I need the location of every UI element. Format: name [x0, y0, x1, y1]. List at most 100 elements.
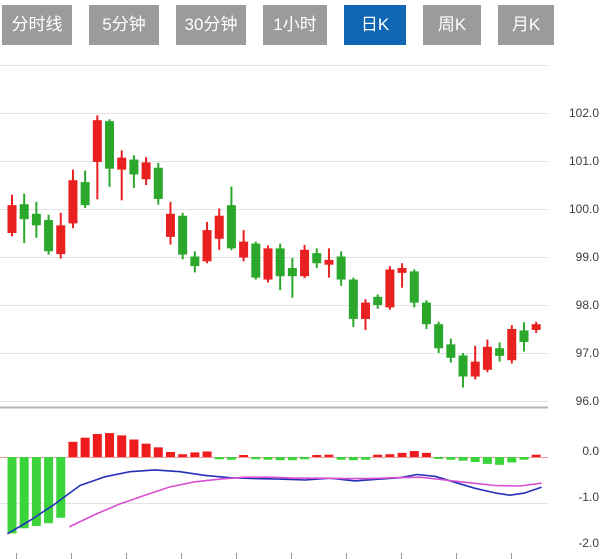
- macd-bar: [153, 447, 163, 457]
- candle-body: [56, 225, 66, 255]
- macd-bar: [470, 457, 480, 463]
- candle-body: [80, 182, 90, 206]
- tab-weekly-k[interactable]: 周K: [423, 5, 481, 45]
- macd-bar: [434, 457, 444, 459]
- price-axis-labels: 102.0 101.0 100.0 99.0 98.0 97.0 96.0: [569, 106, 599, 408]
- candle-body: [336, 256, 346, 280]
- price-tick-label: 100.0: [569, 202, 599, 216]
- macd-bar: [507, 457, 517, 463]
- candle-body: [495, 348, 505, 356]
- candle-body: [348, 279, 358, 319]
- candle-body: [129, 159, 139, 175]
- candle-body: [421, 302, 431, 325]
- macd-bar: [92, 434, 102, 457]
- macd-bar: [202, 451, 212, 457]
- candle-body: [117, 157, 127, 170]
- macd-bar: [385, 454, 395, 457]
- macd-bar: [531, 454, 541, 457]
- macd-bar: [44, 457, 54, 524]
- macd-bar: [397, 452, 407, 457]
- macd-bar: [263, 457, 273, 460]
- tab-monthly-k[interactable]: 月K: [498, 5, 554, 45]
- candle-body: [531, 324, 541, 330]
- candle-body: [226, 205, 236, 249]
- x-axis-ticks: [16, 553, 512, 559]
- macd-dea-line: [69, 476, 542, 528]
- candle-body: [239, 241, 249, 258]
- candle-body: [153, 167, 163, 199]
- macd-bar: [56, 457, 66, 518]
- macd-bar: [373, 454, 383, 457]
- macd-bar: [239, 455, 249, 457]
- macd-bar: [312, 455, 322, 457]
- candle-body: [44, 220, 54, 252]
- candle-body: [92, 120, 102, 162]
- macd-bar: [324, 454, 334, 457]
- macd-bar: [519, 457, 529, 460]
- macd-bar: [141, 443, 151, 457]
- tab-1hour[interactable]: 1小时: [263, 5, 327, 45]
- candle-body: [458, 355, 468, 377]
- candle-body: [397, 268, 407, 273]
- macd-bar: [348, 457, 358, 461]
- candle-body: [324, 259, 334, 265]
- macd-bar: [482, 457, 492, 464]
- macd-bar: [300, 457, 310, 460]
- macd-bar: [19, 457, 29, 529]
- tab-30min[interactable]: 30分钟: [176, 5, 246, 45]
- macd-bar: [68, 441, 78, 457]
- macd-bar: [495, 457, 505, 465]
- price-tick-label: 97.0: [576, 346, 600, 360]
- macd-bar: [275, 457, 285, 461]
- candle-body: [373, 296, 383, 305]
- macd-bar: [7, 457, 17, 534]
- candle-body: [190, 256, 200, 267]
- macd-bar: [214, 457, 224, 460]
- macd-bar: [80, 437, 90, 457]
- candle-body: [141, 162, 151, 180]
- macd-bar: [190, 452, 200, 457]
- price-gridlines: [0, 65, 548, 402]
- macd-bar: [129, 439, 139, 457]
- candle-body: [446, 344, 456, 358]
- candle-body: [214, 215, 224, 239]
- macd-bar: [105, 433, 115, 457]
- macd-tick-label: 0.0: [582, 444, 599, 458]
- macd-dif-line: [7, 469, 542, 535]
- price-tick-label: 99.0: [576, 250, 600, 264]
- candle-body: [68, 180, 78, 224]
- candle-body: [19, 204, 29, 220]
- timeframe-tabs: 分时线 5分钟 30分钟 1小时 日K 周K 月K: [2, 5, 554, 45]
- candle-body: [409, 271, 419, 303]
- macd-bar: [287, 457, 297, 461]
- candle-body: [178, 215, 188, 255]
- price-tick-label: 98.0: [576, 298, 600, 312]
- macd-bar: [31, 457, 41, 526]
- candle-body: [251, 243, 261, 278]
- macd-axis-labels: 0.0 -1.0 -2.0: [578, 444, 599, 550]
- candle-body: [165, 213, 175, 237]
- tab-5min[interactable]: 5分钟: [89, 5, 159, 45]
- candle-body: [312, 253, 322, 264]
- macd-histogram: [7, 433, 541, 534]
- tab-minute-line[interactable]: 分时线: [2, 5, 72, 45]
- macd-bar: [178, 454, 188, 457]
- candle-body: [7, 205, 17, 233]
- tab-daily-k[interactable]: 日K: [344, 5, 406, 45]
- price-tick-label: 101.0: [569, 154, 599, 168]
- candle-body: [263, 248, 273, 280]
- candle-body: [105, 121, 115, 169]
- macd-tick-label: -2.0: [578, 536, 599, 550]
- candle-body: [300, 249, 310, 277]
- candle-body: [275, 248, 285, 277]
- candle-body: [434, 324, 444, 349]
- candle-body: [482, 346, 492, 370]
- candle-body: [519, 330, 529, 342]
- candle-body: [202, 230, 212, 262]
- macd-bar: [361, 457, 371, 460]
- candle-body: [385, 269, 395, 308]
- macd-bar: [336, 457, 346, 460]
- macd-bar: [226, 457, 236, 460]
- macd-bar: [421, 452, 431, 457]
